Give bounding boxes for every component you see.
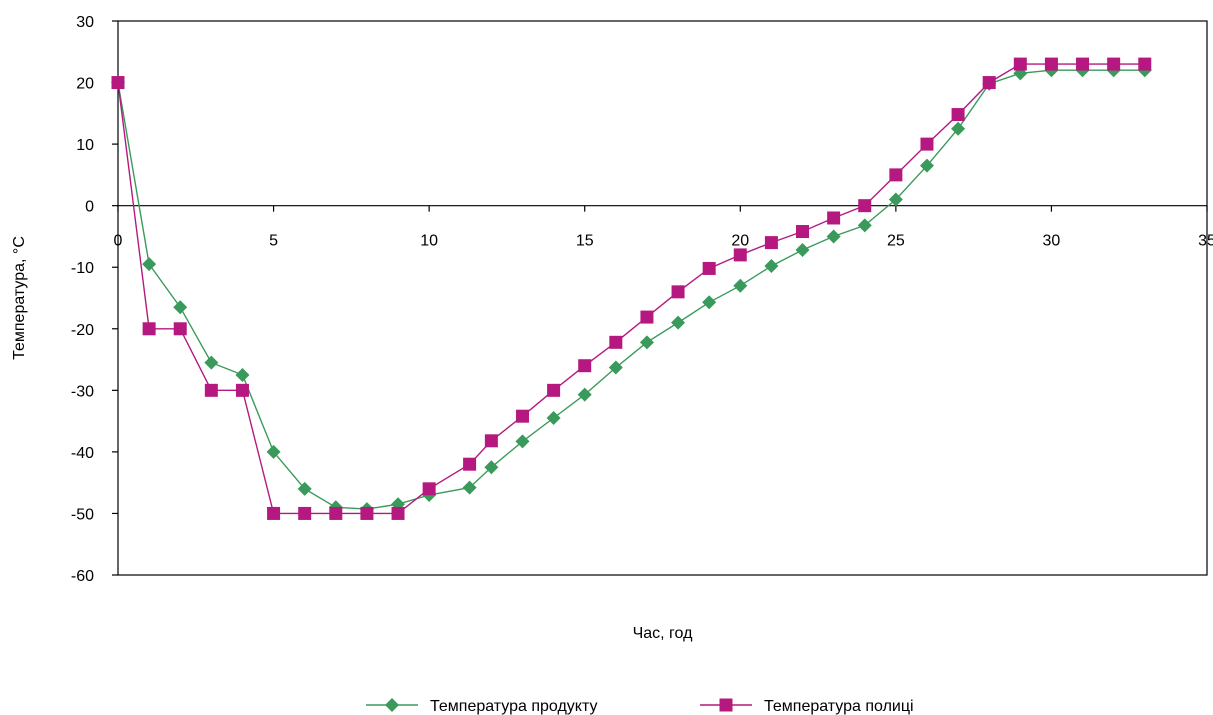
data-point	[795, 242, 810, 257]
data-point	[173, 300, 188, 315]
legend: Температура продукту Температура полиці	[366, 698, 914, 715]
data-point	[422, 482, 436, 496]
y-axis: 30 20 10 0 -10 -20 -30 -40 -50 -60	[71, 14, 118, 585]
y-tick-label: 20	[76, 76, 94, 93]
data-point	[1044, 57, 1058, 71]
data-point	[609, 335, 623, 349]
data-point	[702, 261, 716, 275]
series-0	[111, 63, 1152, 517]
legend-label-shelf: Температура полиці	[764, 698, 914, 715]
series-layer	[111, 57, 1152, 520]
data-point	[462, 480, 477, 495]
data-point	[173, 322, 187, 336]
data-point	[391, 506, 405, 520]
data-point	[235, 383, 249, 397]
data-point	[608, 360, 623, 375]
data-point	[546, 411, 561, 426]
data-point	[1138, 57, 1152, 71]
data-point	[796, 225, 810, 239]
data-point	[235, 367, 250, 382]
data-point	[142, 322, 156, 336]
data-point	[484, 460, 499, 475]
data-point	[671, 315, 686, 330]
y-tick-label: 30	[76, 14, 94, 31]
y-tick-label: 10	[76, 137, 94, 154]
x-tick-label: 20	[731, 233, 749, 250]
y-tick-label: -10	[71, 260, 94, 277]
x-tick-label: 10	[420, 233, 438, 250]
data-point	[360, 506, 374, 520]
data-point	[1107, 57, 1121, 71]
data-point	[1013, 57, 1027, 71]
y-tick-label: -60	[71, 568, 94, 585]
plot-area	[117, 20, 1208, 576]
legend-diamond-icon	[385, 698, 399, 712]
data-point	[142, 257, 157, 272]
data-point	[1076, 57, 1090, 71]
y-tick-label: -30	[71, 383, 94, 400]
data-point	[982, 76, 996, 90]
data-point	[733, 248, 747, 262]
data-point	[484, 434, 498, 448]
y-tick-label: -20	[71, 322, 94, 339]
y-axis-title: Температура, °С	[11, 236, 28, 360]
plot-border	[117, 20, 1208, 576]
legend-square-icon	[719, 698, 733, 712]
data-point	[888, 192, 903, 207]
data-point	[577, 387, 592, 402]
data-point	[329, 506, 343, 520]
x-tick-label: 15	[576, 233, 594, 250]
y-tick-label: -50	[71, 506, 94, 523]
legend-label-product: Температура продукту	[430, 698, 597, 715]
y-tick-label: 0	[85, 199, 94, 216]
data-point	[951, 121, 966, 136]
data-point	[764, 236, 778, 250]
y-tick-label: -40	[71, 445, 94, 462]
data-point	[267, 506, 281, 520]
data-point	[889, 168, 903, 182]
x-tick-label: 5	[269, 233, 278, 250]
data-point	[951, 108, 965, 122]
x-axis: 0 5 10 15 20 25 30 35	[114, 205, 1213, 250]
data-point	[919, 158, 934, 173]
data-point	[733, 278, 748, 293]
data-point	[920, 137, 934, 151]
data-point	[826, 229, 841, 244]
data-point	[764, 258, 779, 273]
data-point	[515, 409, 529, 423]
data-point	[463, 457, 477, 471]
x-tick-label: 30	[1043, 233, 1061, 250]
x-axis-title: Час, год	[633, 625, 693, 642]
x-tick-label: 25	[887, 233, 905, 250]
data-point	[515, 434, 530, 449]
x-tick-label: 0	[114, 233, 123, 250]
data-point	[702, 295, 717, 310]
data-point	[547, 383, 561, 397]
data-point	[204, 355, 219, 370]
data-point	[671, 285, 685, 299]
data-point	[111, 76, 125, 90]
data-point	[578, 359, 592, 373]
legend-item-product: Температура продукту	[366, 698, 597, 715]
data-point	[298, 506, 312, 520]
data-point	[266, 444, 281, 459]
legend-item-shelf: Температура полиці	[700, 698, 914, 715]
data-point	[204, 383, 218, 397]
series-line-0	[117, 69, 1145, 510]
x-tick-label: 35	[1198, 233, 1213, 250]
data-point	[297, 481, 312, 496]
data-point	[827, 211, 841, 225]
data-point	[639, 335, 654, 350]
series-1	[111, 57, 1152, 520]
series-line-1	[117, 63, 1145, 515]
data-point	[857, 218, 872, 233]
data-point	[858, 199, 872, 213]
data-point	[640, 310, 654, 324]
